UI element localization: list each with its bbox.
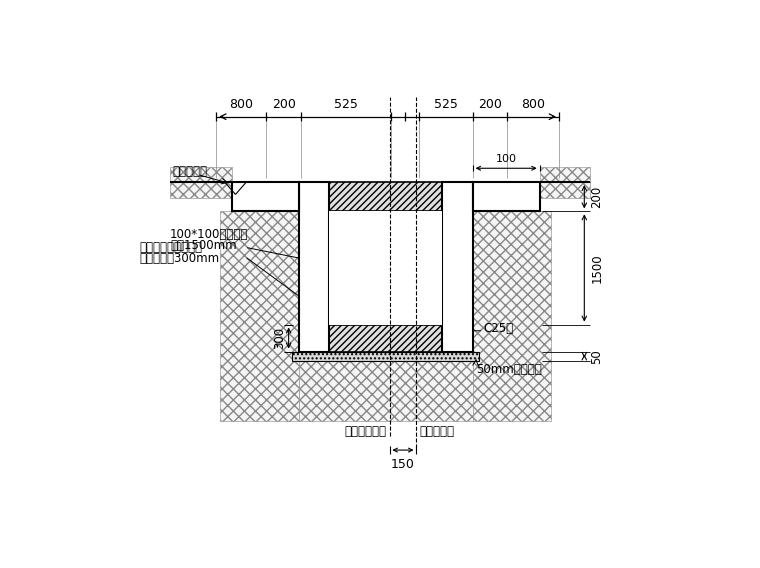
Text: 525: 525 <box>334 98 358 111</box>
Bar <box>473 182 540 211</box>
Bar <box>299 182 329 352</box>
Bar <box>170 167 232 198</box>
Text: 100: 100 <box>496 153 517 164</box>
Text: 原地面标高: 原地面标高 <box>173 165 207 178</box>
Text: Φ12@200: Φ12@200 <box>337 255 388 265</box>
Text: Φ12@200: Φ12@200 <box>262 180 314 190</box>
Text: 外扩后中心线: 外扩后中心线 <box>344 425 386 438</box>
Text: 50: 50 <box>591 349 603 364</box>
Text: 1500: 1500 <box>591 253 603 283</box>
Bar <box>473 182 540 211</box>
Text: 525: 525 <box>434 98 458 111</box>
Text: 设计中心线: 设计中心线 <box>420 425 454 438</box>
Bar <box>232 182 299 211</box>
Text: C25混: C25混 <box>483 322 514 335</box>
Bar <box>540 167 590 198</box>
Bar <box>442 182 473 352</box>
Text: 100*100方木支撟: 100*100方木支撟 <box>170 228 249 241</box>
Text: 800: 800 <box>230 98 253 111</box>
Bar <box>293 352 479 361</box>
Bar <box>299 182 473 211</box>
Text: 200: 200 <box>591 186 603 208</box>
Bar <box>232 182 299 211</box>
Text: 200: 200 <box>271 98 296 111</box>
Bar <box>299 361 473 421</box>
Text: 导墙底部进入原状土: 导墙底部进入原状土 <box>139 241 202 254</box>
Text: 150: 150 <box>391 458 415 471</box>
Text: 300: 300 <box>273 327 286 349</box>
Bar <box>329 211 442 324</box>
Bar <box>299 324 473 352</box>
Bar <box>473 211 551 421</box>
Text: 间距1500mm: 间距1500mm <box>170 239 236 252</box>
Text: 深度不小于300mm: 深度不小于300mm <box>139 252 220 265</box>
Bar <box>220 211 299 421</box>
Text: 200: 200 <box>478 98 502 111</box>
Text: 50mm厉硬坠层: 50mm厉硬坠层 <box>476 363 541 376</box>
Text: 800: 800 <box>521 98 545 111</box>
